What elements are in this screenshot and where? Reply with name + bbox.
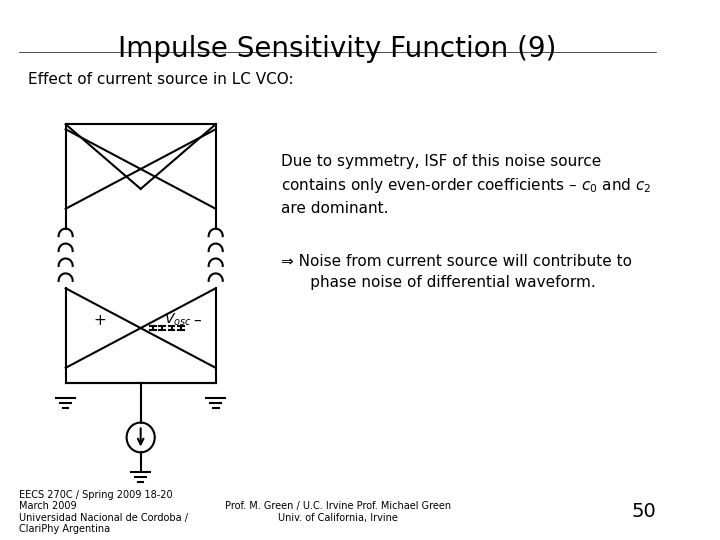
Text: Prof. M. Green / U.C. Irvine Prof. Michael Green
Univ. of California, Irvine: Prof. M. Green / U.C. Irvine Prof. Micha… — [225, 501, 451, 523]
Text: Impulse Sensitivity Function (9): Impulse Sensitivity Function (9) — [118, 35, 557, 63]
Text: ⇒ Noise from current source will contribute to
      phase noise of differential: ⇒ Noise from current source will contrib… — [282, 253, 632, 289]
Text: –: – — [193, 313, 201, 328]
Text: +: + — [93, 313, 106, 328]
Text: $V_{osc}$: $V_{osc}$ — [164, 312, 192, 328]
Text: 50: 50 — [631, 503, 657, 522]
Text: EECS 270C / Spring 2009 18-20
March 2009
Universidad Nacional de Cordoba /
Clari: EECS 270C / Spring 2009 18-20 March 2009… — [19, 490, 188, 535]
Text: Due to symmetry, ISF of this noise source
contains only even-order coefficients : Due to symmetry, ISF of this noise sourc… — [282, 154, 652, 216]
Text: Effect of current source in LC VCO:: Effect of current source in LC VCO: — [28, 72, 294, 86]
